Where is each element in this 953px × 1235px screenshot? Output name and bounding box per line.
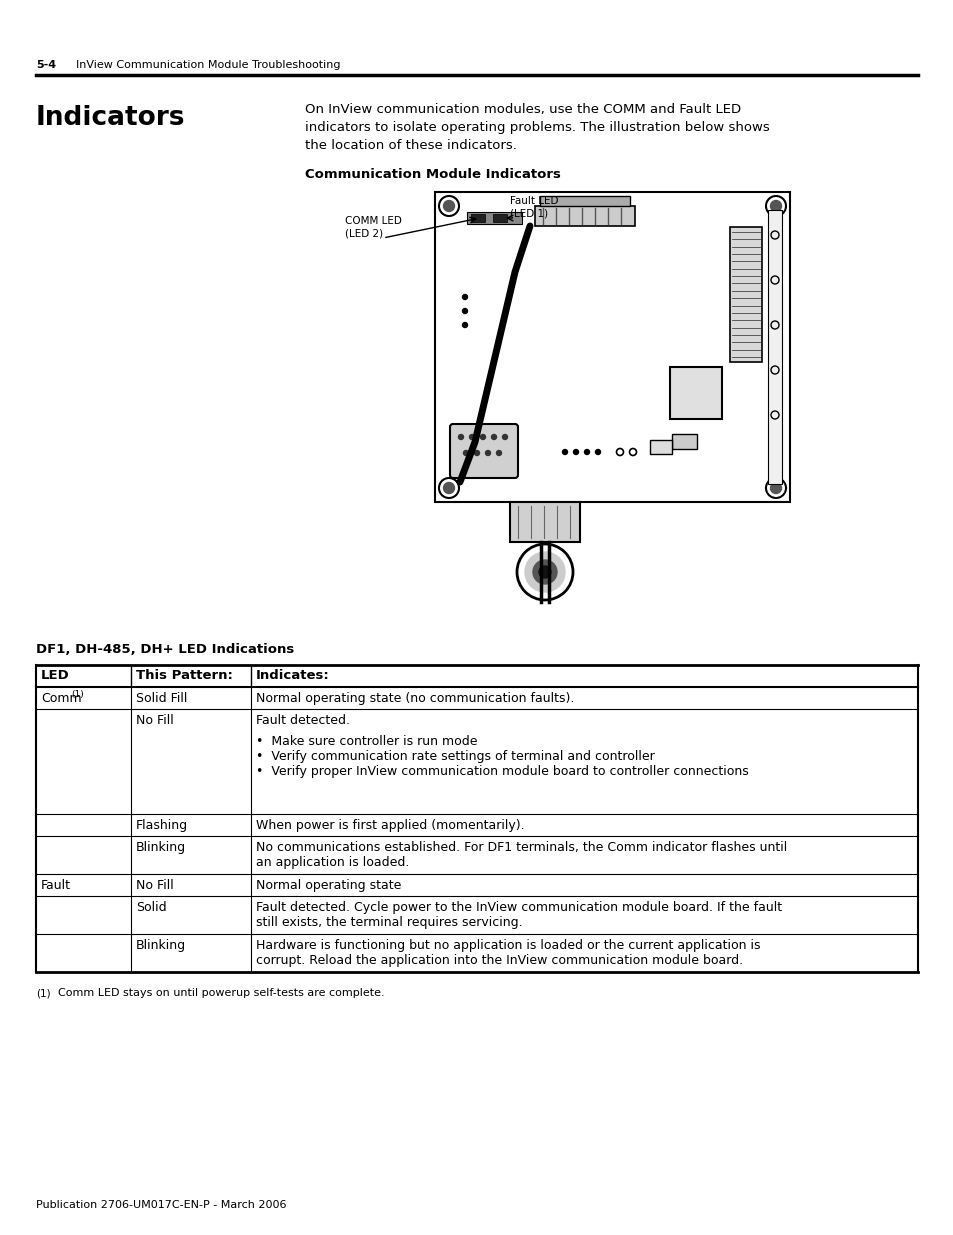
Text: (1): (1) (36, 988, 51, 998)
Circle shape (538, 566, 551, 578)
Bar (767, 210, 781, 484)
Circle shape (463, 451, 468, 456)
Text: indicators to isolate operating problems. The illustration below shows: indicators to isolate operating problems… (305, 121, 769, 135)
Text: Comm: Comm (41, 692, 82, 705)
Text: Normal operating state (no communication faults).: Normal operating state (no communication… (255, 692, 574, 705)
Circle shape (533, 559, 557, 584)
Text: Blinking: Blinking (136, 841, 186, 853)
Text: Communication Module Indicators: Communication Module Indicators (305, 168, 560, 182)
Circle shape (474, 451, 479, 456)
Circle shape (462, 309, 467, 314)
Circle shape (458, 435, 463, 440)
Text: DF1, DH-485, DH+ LED Indications: DF1, DH-485, DH+ LED Indications (36, 643, 294, 656)
Text: When power is first applied (momentarily).: When power is first applied (momentarily… (255, 819, 524, 832)
Bar (493, 214, 506, 222)
Text: (LED 1): (LED 1) (510, 209, 548, 219)
Text: Fault: Fault (41, 879, 71, 892)
Text: (1): (1) (71, 690, 84, 699)
Text: Indicators: Indicators (36, 105, 185, 131)
Circle shape (562, 450, 567, 454)
Text: •  Verify communication rate settings of terminal and controller: • Verify communication rate settings of … (255, 750, 654, 763)
Bar (671, 433, 697, 450)
Text: an application is loaded.: an application is loaded. (255, 856, 409, 869)
Text: Solid Fill: Solid Fill (136, 692, 187, 705)
Circle shape (524, 552, 564, 592)
Text: Hardware is functioning but no application is loaded or the current application : Hardware is functioning but no applicati… (255, 939, 760, 952)
Bar (535, 206, 635, 226)
Text: Fault LED: Fault LED (510, 196, 558, 206)
Circle shape (485, 451, 490, 456)
Bar (467, 212, 521, 224)
Text: No Fill: No Fill (136, 714, 173, 727)
Circle shape (462, 322, 467, 327)
Text: Publication 2706-UM017C-EN-P - March 2006: Publication 2706-UM017C-EN-P - March 200… (36, 1200, 286, 1210)
Circle shape (595, 450, 599, 454)
Circle shape (443, 200, 454, 211)
Text: (LED 2): (LED 2) (345, 228, 383, 240)
Text: This Pattern:: This Pattern: (136, 669, 233, 682)
Circle shape (469, 435, 474, 440)
Circle shape (584, 450, 589, 454)
Text: corrupt. Reload the application into the InView communication module board.: corrupt. Reload the application into the… (255, 953, 742, 967)
Text: Fault detected. Cycle power to the InView communication module board. If the fau: Fault detected. Cycle power to the InVie… (255, 902, 781, 914)
Bar (649, 440, 671, 454)
Text: Normal operating state: Normal operating state (255, 879, 401, 892)
Text: 5-4: 5-4 (36, 61, 56, 70)
Circle shape (573, 450, 578, 454)
Circle shape (462, 294, 467, 300)
Text: Blinking: Blinking (136, 939, 186, 952)
Text: still exists, the terminal requires servicing.: still exists, the terminal requires serv… (255, 916, 522, 929)
Circle shape (496, 451, 501, 456)
Text: LED: LED (41, 669, 70, 682)
Circle shape (480, 435, 485, 440)
Text: COMM LED: COMM LED (345, 216, 401, 226)
Circle shape (443, 483, 454, 494)
Text: No communications established. For DF1 terminals, the Comm indicator flashes unt: No communications established. For DF1 t… (255, 841, 786, 853)
Circle shape (770, 200, 781, 211)
Text: InView Communication Module Troubleshooting: InView Communication Module Troubleshoot… (76, 61, 340, 70)
Text: Comm LED stays on until powerup self-tests are complete.: Comm LED stays on until powerup self-tes… (58, 988, 384, 998)
Text: Solid: Solid (136, 902, 167, 914)
Text: the location of these indicators.: the location of these indicators. (305, 140, 517, 152)
Bar (510, 501, 579, 542)
Circle shape (502, 435, 507, 440)
Text: Fault detected.: Fault detected. (255, 714, 350, 727)
Text: •  Make sure controller is run mode: • Make sure controller is run mode (255, 735, 477, 748)
Text: No Fill: No Fill (136, 879, 173, 892)
FancyBboxPatch shape (450, 424, 517, 478)
Text: Indicates:: Indicates: (255, 669, 330, 682)
Text: •  Verify proper InView communication module board to controller connections: • Verify proper InView communication mod… (255, 764, 748, 778)
Text: On InView communication modules, use the COMM and Fault LED: On InView communication modules, use the… (305, 103, 740, 116)
Bar (729, 227, 761, 362)
Bar (471, 214, 484, 222)
Bar (669, 367, 721, 419)
Bar (539, 196, 629, 206)
Circle shape (770, 483, 781, 494)
Text: Flashing: Flashing (136, 819, 188, 832)
Bar (435, 191, 789, 501)
Circle shape (491, 435, 496, 440)
